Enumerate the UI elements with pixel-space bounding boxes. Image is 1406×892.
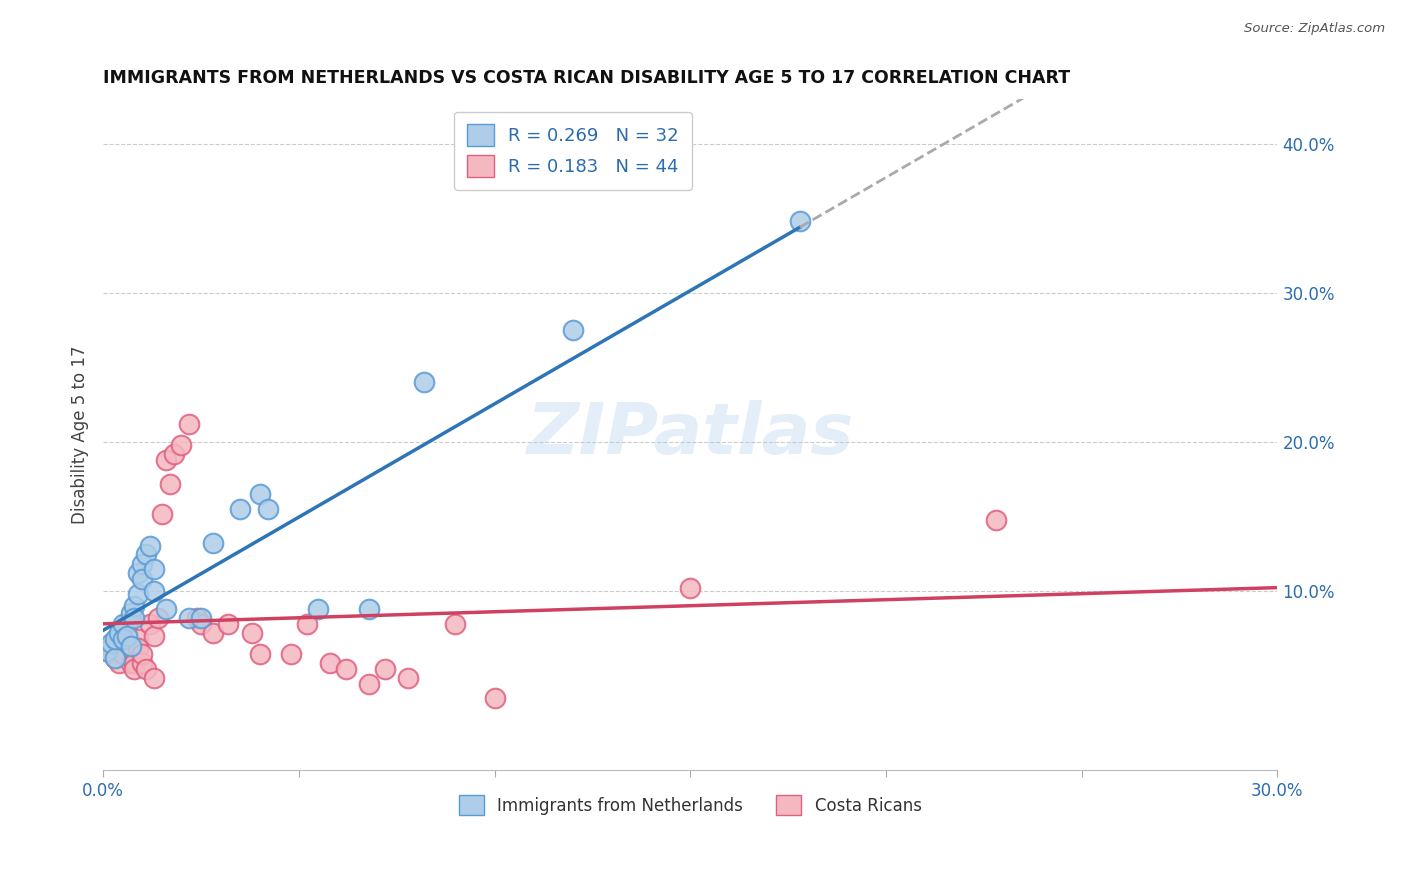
- Point: [111, 647, 134, 661]
- Point: [186, 611, 208, 625]
- Point: [143, 671, 166, 685]
- Point: [146, 611, 169, 625]
- Point: [307, 602, 329, 616]
- Point: [135, 547, 157, 561]
- Point: [190, 611, 212, 625]
- Point: [124, 611, 146, 625]
- Point: [217, 616, 239, 631]
- Point: [120, 640, 142, 654]
- Point: [96, 644, 118, 658]
- Point: [100, 636, 122, 650]
- Y-axis label: Disability Age 5 to 17: Disability Age 5 to 17: [72, 345, 89, 524]
- Point: [201, 536, 224, 550]
- Point: [104, 651, 127, 665]
- Point: [984, 512, 1007, 526]
- Point: [335, 662, 357, 676]
- Point: [107, 632, 129, 646]
- Point: [484, 691, 506, 706]
- Point: [96, 644, 118, 658]
- Point: [150, 507, 173, 521]
- Point: [143, 584, 166, 599]
- Legend: Immigrants from Netherlands, Costa Ricans: Immigrants from Netherlands, Costa Rican…: [453, 789, 928, 822]
- Point: [155, 453, 177, 467]
- Point: [127, 587, 149, 601]
- Point: [162, 447, 184, 461]
- Point: [131, 647, 153, 661]
- Point: [256, 502, 278, 516]
- Point: [396, 671, 419, 685]
- Point: [131, 656, 153, 670]
- Point: [249, 647, 271, 661]
- Point: [139, 540, 162, 554]
- Point: [127, 632, 149, 646]
- Point: [104, 651, 127, 665]
- Point: [111, 632, 134, 646]
- Point: [104, 632, 127, 646]
- Point: [115, 625, 138, 640]
- Point: [789, 214, 811, 228]
- Point: [135, 662, 157, 676]
- Point: [229, 502, 252, 516]
- Point: [115, 629, 138, 643]
- Point: [100, 640, 122, 655]
- Point: [120, 640, 142, 655]
- Point: [155, 602, 177, 616]
- Point: [124, 662, 146, 676]
- Point: [170, 438, 193, 452]
- Point: [249, 487, 271, 501]
- Point: [131, 558, 153, 572]
- Point: [107, 625, 129, 640]
- Point: [143, 629, 166, 643]
- Point: [374, 662, 396, 676]
- Point: [120, 607, 142, 621]
- Point: [295, 616, 318, 631]
- Point: [240, 625, 263, 640]
- Text: Source: ZipAtlas.com: Source: ZipAtlas.com: [1244, 22, 1385, 36]
- Point: [139, 616, 162, 631]
- Point: [190, 616, 212, 631]
- Point: [413, 376, 436, 390]
- Point: [359, 676, 381, 690]
- Point: [179, 417, 201, 432]
- Point: [127, 640, 149, 655]
- Point: [115, 616, 138, 631]
- Point: [179, 611, 201, 625]
- Point: [127, 566, 149, 581]
- Point: [131, 572, 153, 586]
- Point: [319, 656, 342, 670]
- Point: [107, 656, 129, 670]
- Point: [201, 625, 224, 640]
- Text: ZIPatlas: ZIPatlas: [527, 401, 853, 469]
- Point: [120, 656, 142, 670]
- Point: [280, 647, 302, 661]
- Point: [159, 476, 181, 491]
- Point: [359, 602, 381, 616]
- Point: [679, 581, 702, 595]
- Text: IMMIGRANTS FROM NETHERLANDS VS COSTA RICAN DISABILITY AGE 5 TO 17 CORRELATION CH: IMMIGRANTS FROM NETHERLANDS VS COSTA RIC…: [103, 69, 1070, 87]
- Point: [444, 616, 467, 631]
- Point: [143, 562, 166, 576]
- Point: [111, 616, 134, 631]
- Point: [124, 656, 146, 670]
- Point: [561, 323, 583, 337]
- Point: [124, 599, 146, 613]
